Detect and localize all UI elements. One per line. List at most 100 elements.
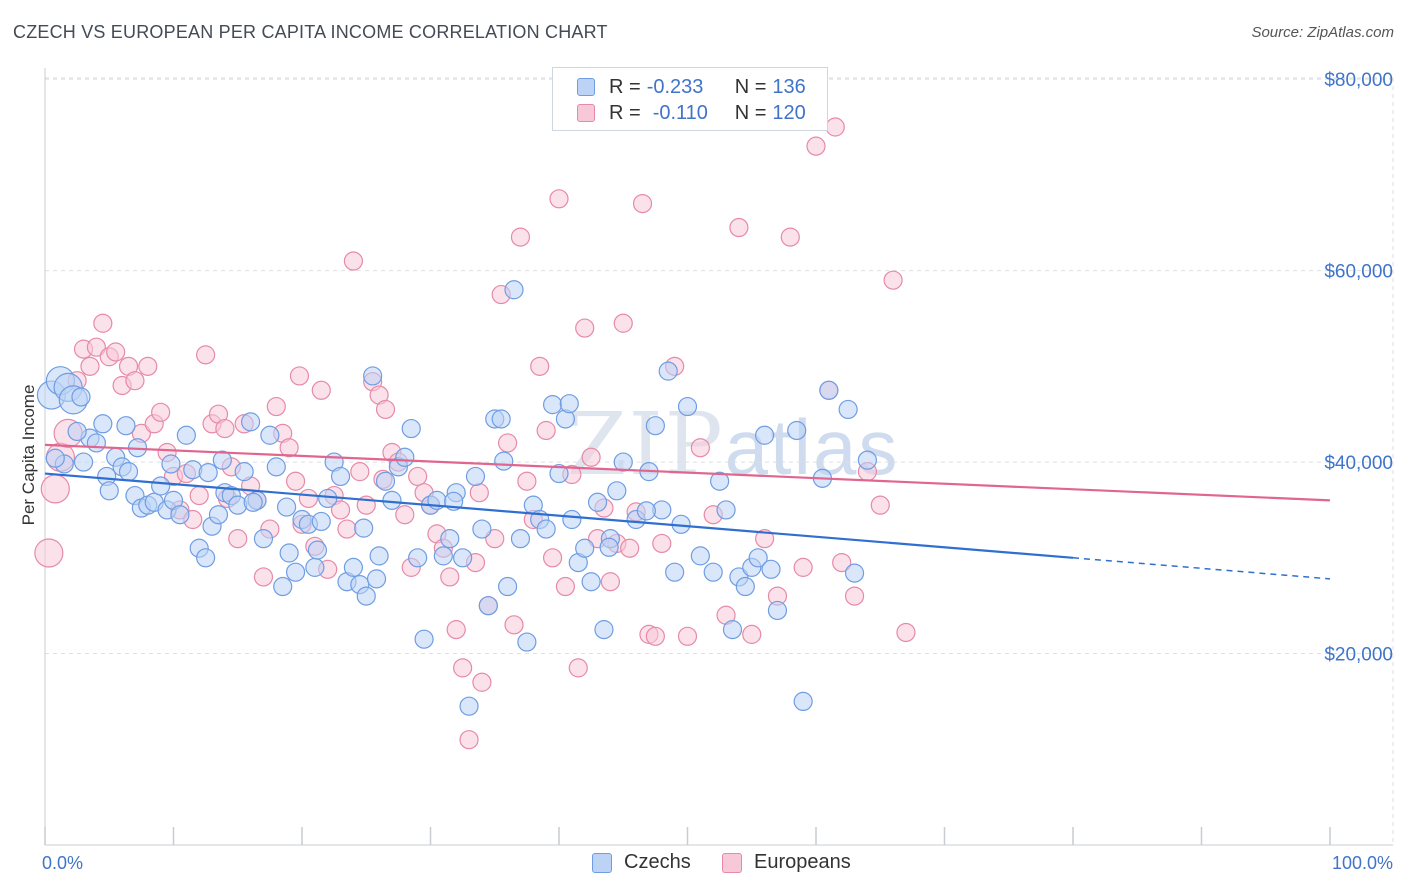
czech-point: [86, 433, 107, 453]
source-credit: Source: ZipAtlas.com: [1251, 24, 1394, 41]
czech-point: [690, 546, 710, 566]
n-label: N =: [734, 75, 767, 98]
czech-point: [494, 451, 514, 471]
european-point: [343, 251, 363, 271]
european-point: [754, 529, 775, 549]
european-point: [536, 420, 556, 441]
czech-point: [716, 500, 736, 520]
czech-point: [478, 596, 498, 616]
european-point: [453, 658, 473, 678]
czech-point: [375, 471, 396, 491]
czech-point: [356, 586, 376, 606]
czechs-n-value: 136: [772, 75, 806, 98]
european-point: [350, 462, 370, 482]
czech-point: [318, 488, 338, 509]
european-point: [151, 402, 171, 422]
czech-point: [844, 563, 865, 583]
czech-point: [241, 412, 261, 432]
czech-point: [536, 519, 556, 539]
czech-point: [735, 576, 755, 597]
czech-point: [761, 559, 781, 579]
czech-point: [311, 511, 331, 532]
european-point: [330, 500, 351, 520]
european-point: [395, 505, 415, 525]
european-point: [780, 227, 800, 247]
czech-point: [382, 490, 402, 510]
y-tick-label: $80,000: [1324, 70, 1393, 91]
czech-point: [161, 454, 181, 474]
czech-point: [562, 509, 582, 530]
european-point: [530, 356, 550, 376]
european-point: [311, 380, 331, 400]
european-point: [446, 620, 466, 640]
european-point: [632, 193, 653, 214]
czechs-points: [36, 280, 878, 716]
bottom-legend-czechs: Czechs: [592, 851, 691, 874]
czech-point: [767, 600, 788, 621]
czech-point: [587, 492, 608, 512]
czechs-r-value: -0.233: [646, 75, 704, 98]
y-tick-label: $60,000: [1324, 262, 1393, 283]
czech-point: [118, 462, 139, 482]
european-point: [504, 615, 524, 635]
czech-point: [665, 562, 685, 582]
czech-point: [212, 450, 232, 470]
europeans-label: Europeans: [754, 851, 851, 873]
n-label: N =: [734, 101, 767, 124]
czech-point: [260, 425, 280, 445]
y-tick-label: $20,000: [1324, 645, 1393, 666]
czech-point: [253, 529, 274, 549]
czech-point: [73, 452, 94, 472]
czech-point: [99, 481, 119, 501]
czech-point: [498, 576, 518, 597]
european-point: [189, 485, 209, 506]
czech-point: [369, 546, 389, 566]
correlation-legend: R = -0.233 N = 136 R = -0.110 N = 120: [552, 67, 828, 131]
european-point: [510, 227, 531, 247]
europeans-trend-line: [44, 443, 1331, 502]
czech-point: [504, 280, 524, 300]
european-point: [883, 270, 903, 290]
czech-point: [198, 463, 218, 483]
czech-point: [581, 572, 601, 592]
czechs-swatch: [577, 78, 595, 96]
european-point: [440, 567, 460, 587]
european-point: [542, 548, 563, 568]
czech-point: [787, 420, 807, 441]
czech-point: [343, 557, 363, 577]
european-point: [581, 447, 601, 467]
european-point: [729, 217, 749, 238]
europeans-r-value: -0.110: [652, 101, 708, 124]
czech-point: [722, 620, 743, 640]
european-point: [485, 529, 505, 549]
european-point: [645, 626, 665, 646]
czech-point: [599, 537, 619, 557]
czech-point: [234, 462, 254, 482]
european-point: [517, 471, 537, 491]
czech-point: [465, 466, 486, 487]
european-point: [375, 399, 396, 420]
european-point: [575, 318, 595, 338]
european-point: [793, 557, 813, 577]
czech-point: [71, 387, 91, 407]
czech-point: [559, 394, 579, 414]
european-point: [896, 622, 916, 643]
czech-point: [491, 409, 511, 429]
czech-point: [116, 416, 136, 436]
czech-point: [645, 416, 665, 436]
czech-point: [67, 421, 87, 442]
european-point: [472, 672, 492, 692]
czech-point: [440, 529, 460, 549]
y-axis-label: Per Capita Income: [19, 385, 38, 526]
european-point: [196, 345, 216, 365]
r-label: R =: [609, 75, 641, 98]
european-point: [600, 572, 621, 592]
czech-point: [276, 497, 297, 517]
european-point: [337, 519, 357, 539]
european-point: [86, 337, 107, 357]
european-point: [285, 471, 306, 491]
r-label: R =: [609, 101, 641, 124]
european-point: [652, 533, 672, 554]
european-point: [298, 488, 319, 509]
